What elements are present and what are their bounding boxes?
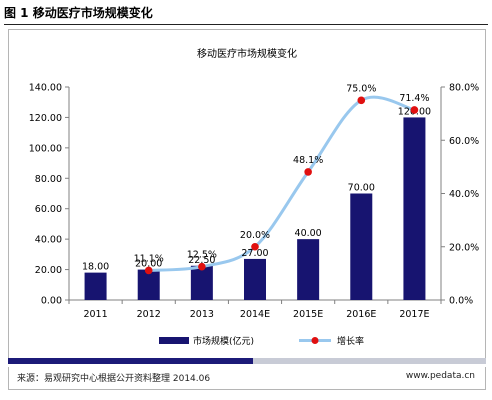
chart-title: 移动医疗市场规模变化 xyxy=(197,47,297,60)
y-left-tick-label: 40.00 xyxy=(35,235,62,246)
legend-bar-label: 市场规模(亿元) xyxy=(193,335,254,347)
y-left-tick-label: 80.00 xyxy=(35,174,62,185)
bar-2017E xyxy=(403,117,426,300)
y-left-tick-label: 0.00 xyxy=(41,296,62,307)
x-tick-label: 2013 xyxy=(190,309,214,320)
x-tick-label: 2016E xyxy=(346,309,376,320)
y-right-tick-label: 80.0% xyxy=(449,83,479,94)
growth-marker-2013 xyxy=(198,262,206,271)
x-tick-label: 2012 xyxy=(137,309,161,320)
y-right-tick-label: 0.0% xyxy=(449,296,473,307)
bar-value-label: 20.00 xyxy=(135,259,162,270)
bar-2013 xyxy=(190,265,213,300)
growth-rate-label: 48.1% xyxy=(293,155,323,166)
y-left-tick-label: 140.00 xyxy=(29,83,62,94)
bar-2012 xyxy=(137,269,160,300)
legend-line-label: 增长率 xyxy=(337,335,364,347)
legend-bar-swatch xyxy=(159,337,189,344)
legend-line-marker xyxy=(311,337,319,344)
y-right-tick-label: 60.0% xyxy=(449,136,479,147)
growth-rate-label: 12.5% xyxy=(187,250,217,261)
bar-value-label: 22.50 xyxy=(188,255,215,266)
y-left-tick-label: 120.00 xyxy=(29,113,62,124)
bar-value-label: 27.00 xyxy=(241,248,268,259)
y-left-tick-label: 100.00 xyxy=(29,143,62,154)
footer: 来源：易观研究中心根据公开资料整理 2014.06 www.pedata.cn xyxy=(8,367,486,390)
growth-marker-2012 xyxy=(144,266,153,275)
bar-2015E xyxy=(297,239,320,300)
growth-marker-2016E xyxy=(357,96,366,105)
footer-accent-bar xyxy=(8,358,486,364)
y-left-tick-label: 20.00 xyxy=(35,265,62,276)
bar-2011 xyxy=(84,272,107,300)
chart-legend: 市场规模(亿元) 增长率 xyxy=(159,335,364,347)
y-right-tick-label: 40.0% xyxy=(449,189,479,200)
chart-canvas: 移动医疗市场规模变化 0.00 20.00 40.00 60.00 80.00 100.0… xyxy=(29,47,479,347)
bar-value-label: 70.00 xyxy=(348,183,375,194)
y-right-tick-label: 20.0% xyxy=(449,242,479,253)
source-note: 来源：易观研究中心根据公开资料整理 2014.06 xyxy=(17,374,211,384)
growth-rate-label: 75.0% xyxy=(346,83,376,94)
growth-marker-2015E xyxy=(304,168,312,176)
y-left-tick-label: 60.00 xyxy=(35,204,62,215)
bar-value-label: 18.00 xyxy=(82,262,109,273)
site-link[interactable]: www.pedata.cn xyxy=(405,371,475,381)
growth-rate-label: 71.4% xyxy=(399,93,429,104)
chart-frame: 移动医疗市场规模变化 0.00 20.00 40.00 60.00 80.00 100.0… xyxy=(8,29,486,359)
footer-accent-fill xyxy=(8,358,253,364)
bar-2016E xyxy=(350,193,373,300)
x-tick-label: 2014E xyxy=(240,309,270,320)
x-tick-label: 2015E xyxy=(293,309,323,320)
x-tick-label: 2011 xyxy=(83,309,107,320)
bar-2014E xyxy=(244,258,266,300)
bar-value-label: 40.00 xyxy=(295,228,322,239)
x-tick-label: 2017E xyxy=(399,309,429,320)
growth-marker-2014E xyxy=(251,242,259,251)
growth-rate-label: 11.1% xyxy=(134,253,164,264)
caption-divider xyxy=(4,24,488,25)
growth-marker-2017E xyxy=(410,106,419,114)
growth-rate-label: 20.0% xyxy=(240,230,270,241)
figure-caption: 图 1 移动医疗市场规模变化 xyxy=(4,6,153,20)
